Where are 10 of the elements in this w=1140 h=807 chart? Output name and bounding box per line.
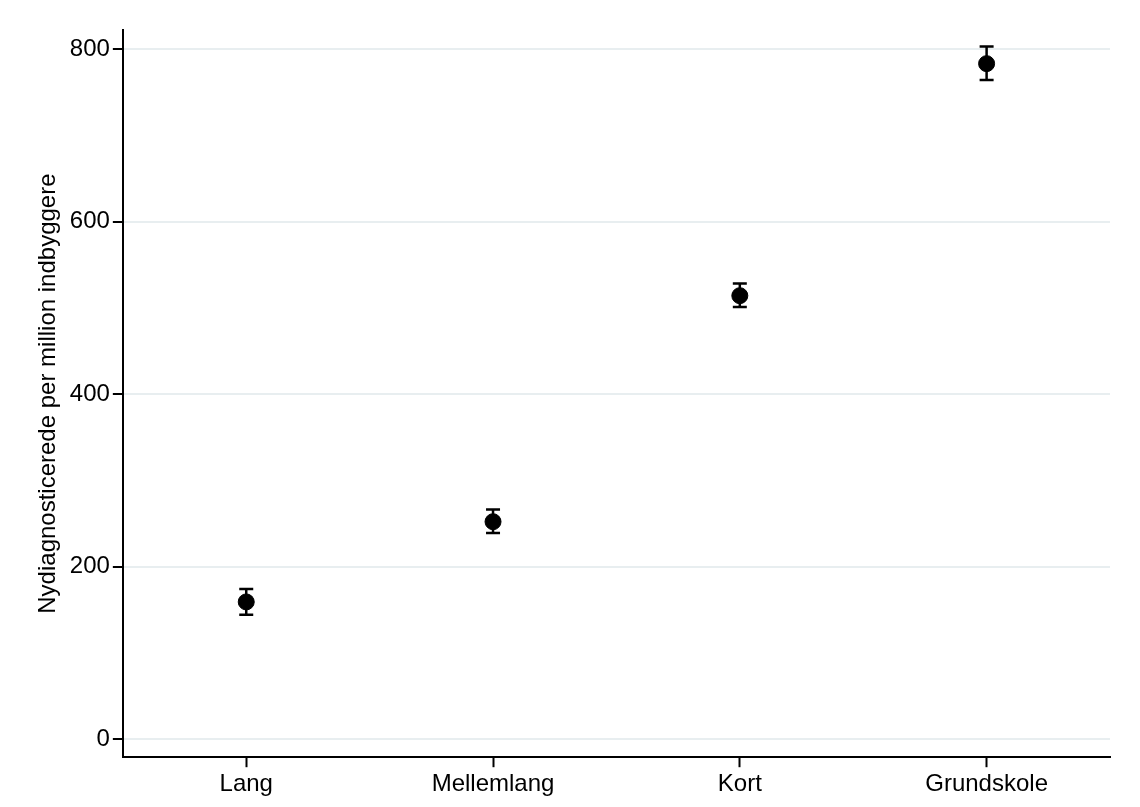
y-axis-title: Nydiagnosticerede per million indbyggere	[33, 173, 61, 614]
y-tick-label: 800	[69, 33, 110, 61]
x-tick-label: Lang	[219, 769, 273, 797]
x-tick-label: Grundskole	[925, 769, 1048, 797]
y-tick-label: 600	[69, 206, 110, 234]
y-tick-label: 0	[96, 723, 110, 751]
y-tick-label: 200	[69, 551, 110, 579]
x-tick-label: Kort	[717, 769, 763, 797]
y-tick-label: 400	[69, 378, 110, 406]
x-tick-label: Mellemlang	[431, 769, 555, 797]
